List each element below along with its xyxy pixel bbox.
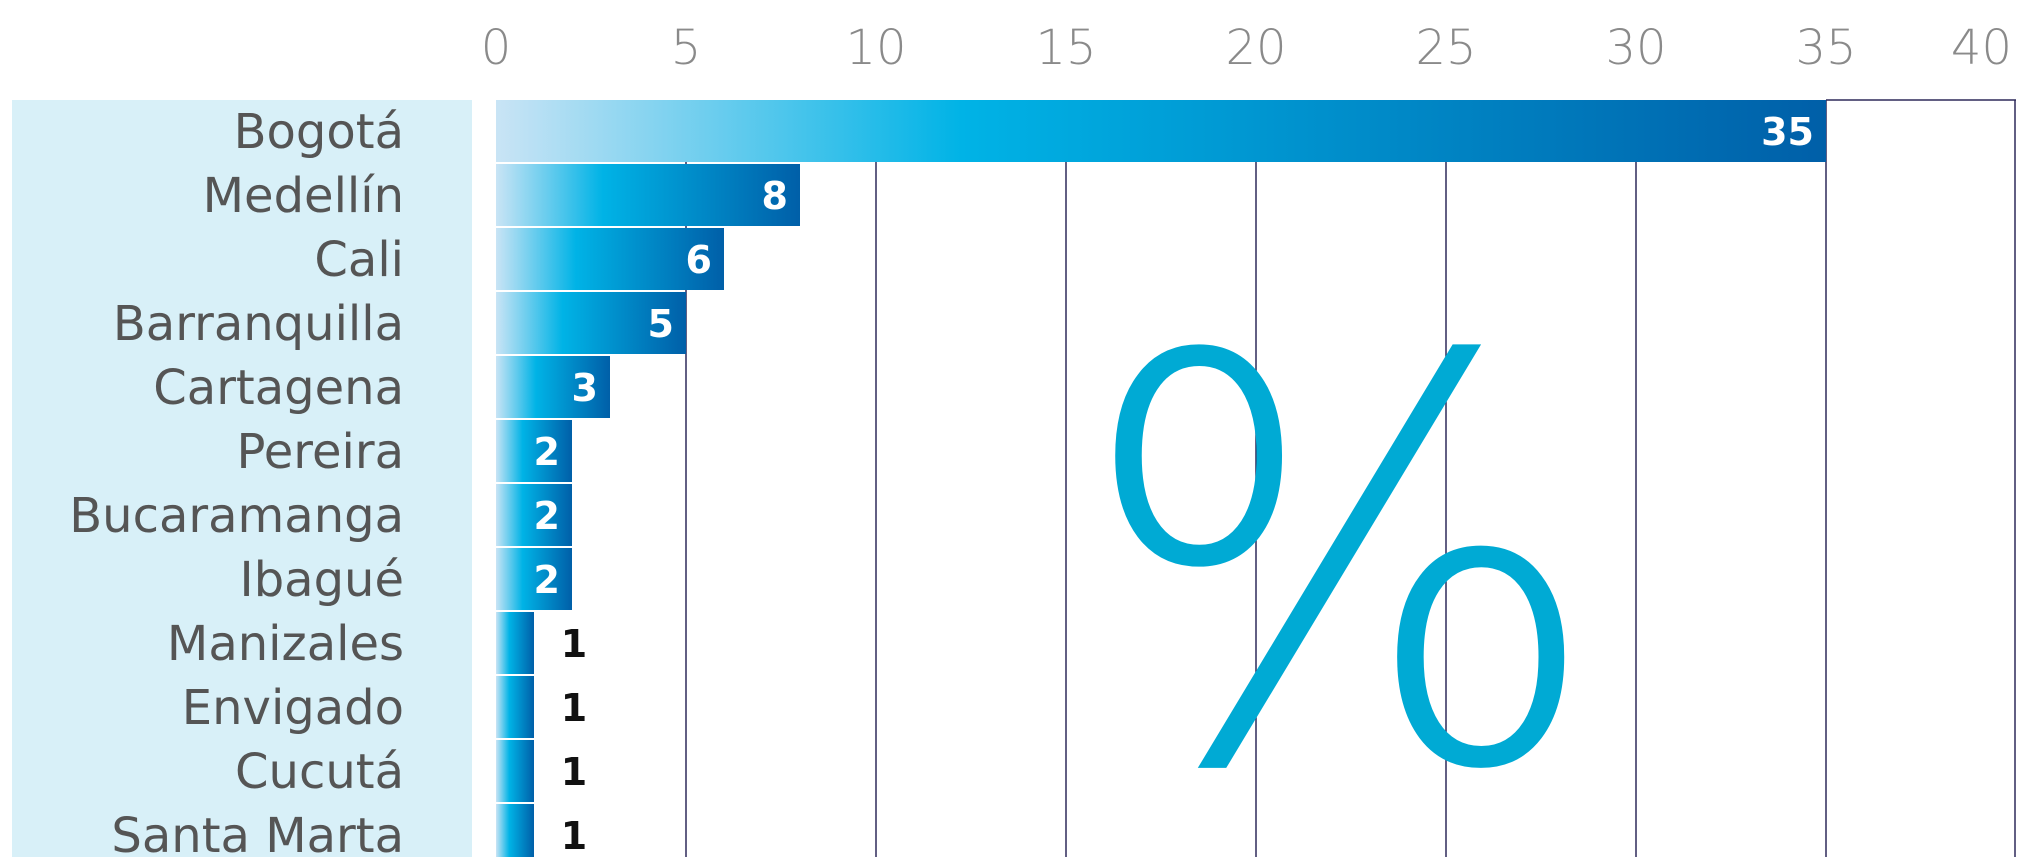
data-label: 35	[1761, 110, 1814, 154]
category-labels: Bogotá Medellín Cali Barranquilla Cartagena P…	[69, 104, 404, 857]
category-label: Pereira	[237, 424, 404, 480]
x-tick-label: 5	[671, 20, 702, 76]
bar	[496, 612, 534, 674]
bar	[496, 420, 572, 482]
category-label: Santa Marta	[111, 808, 404, 857]
category-label: Bucaramanga	[69, 488, 404, 544]
x-tick-label: 25	[1415, 20, 1476, 76]
data-label: 1	[561, 814, 587, 857]
category-label: Manizales	[167, 616, 404, 672]
x-tick-label: 40	[1951, 20, 2012, 76]
category-label: Cucutá	[235, 744, 404, 800]
category-label: Envigado	[182, 680, 404, 736]
x-tick-label: 10	[845, 20, 906, 76]
x-tick-label: 20	[1225, 20, 1286, 76]
category-label: Barranquilla	[113, 296, 404, 352]
data-label: 6	[686, 238, 712, 282]
data-label: 1	[561, 686, 587, 730]
x-tick-label: 35	[1795, 20, 1856, 76]
data-label: 5	[648, 302, 674, 346]
bar	[496, 164, 800, 226]
x-axis-ticks: 0 5 10 15 20 25 30 35 40	[481, 20, 2012, 76]
category-label: Ibagué	[240, 552, 404, 608]
bar	[496, 804, 534, 857]
data-label: 1	[561, 622, 587, 666]
data-label: 1	[561, 750, 587, 794]
x-tick-label: 30	[1605, 20, 1666, 76]
x-tick-label: 0	[481, 20, 512, 76]
bar	[496, 100, 1826, 162]
x-tick-label: 15	[1035, 20, 1096, 76]
category-label: Cali	[314, 232, 404, 288]
bar	[496, 356, 610, 418]
bar	[496, 484, 572, 546]
gridlines	[685, 99, 2016, 857]
data-label: 3	[572, 366, 598, 410]
bar	[496, 292, 686, 354]
bar	[496, 676, 534, 738]
category-label: Bogotá	[234, 104, 404, 160]
data-label: 2	[534, 494, 560, 538]
category-label-panel	[12, 100, 472, 857]
data-label: 2	[534, 430, 560, 474]
percent-annotation: %	[1074, 241, 1606, 857]
bar	[496, 228, 724, 290]
bar	[496, 548, 572, 610]
category-label: Cartagena	[153, 360, 404, 416]
bar	[496, 740, 534, 802]
data-label: 8	[762, 174, 788, 218]
data-label: 2	[534, 558, 560, 602]
category-label: Medellín	[203, 168, 404, 224]
